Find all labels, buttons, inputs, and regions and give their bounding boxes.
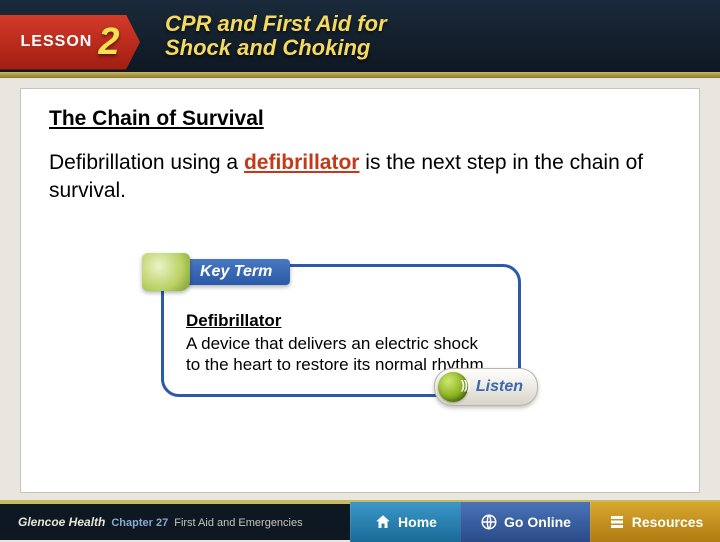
footer-bar: Glencoe Health Chapter 27 First Aid and … — [0, 500, 720, 540]
home-button[interactable]: Home — [350, 502, 460, 542]
lesson-title: CPR and First Aid for Shock and Choking — [165, 12, 387, 60]
header-separator — [0, 72, 720, 78]
lesson-label: LESSON — [21, 33, 93, 51]
go-online-label: Go Online — [504, 514, 571, 530]
audio-icon — [438, 372, 468, 402]
key-term-title: Defibrillator — [186, 311, 496, 331]
key-term-callout: Key Term Defibrillator A device that del… — [161, 264, 521, 397]
slide-heading: The Chain of Survival — [49, 107, 671, 131]
body-pre: Defibrillation using a — [49, 151, 244, 174]
home-label: Home — [398, 514, 437, 530]
key-term-badge: Key Term — [142, 253, 290, 291]
globe-icon — [480, 513, 498, 531]
lesson-number: 2 — [98, 21, 119, 64]
slide-body: Defibrillation using a defibrillator is … — [49, 149, 671, 206]
home-icon — [374, 513, 392, 531]
slide-content: The Chain of Survival Defibrillation usi… — [20, 88, 700, 493]
book-icon — [142, 253, 190, 291]
title-line-1: CPR and First Aid for — [165, 12, 387, 36]
body-keyword: defibrillator — [244, 151, 360, 174]
title-line-2: Shock and Choking — [165, 36, 387, 60]
lesson-header: LESSON 2 CPR and First Aid for Shock and… — [0, 0, 720, 72]
footer-chapter: Chapter 27 — [111, 517, 168, 529]
footer-brand: Glencoe Health — [18, 515, 105, 529]
lesson-tab: LESSON 2 — [0, 15, 140, 70]
key-term-box: Key Term Defibrillator A device that del… — [161, 264, 521, 397]
key-term-badge-label: Key Term — [186, 259, 290, 285]
resources-icon — [608, 513, 626, 531]
footer-chapter-title: First Aid and Emergencies — [174, 517, 302, 529]
listen-label: Listen — [476, 378, 523, 396]
go-online-button[interactable]: Go Online — [460, 502, 590, 542]
resources-button[interactable]: Resources — [590, 502, 720, 542]
listen-button[interactable]: Listen — [434, 368, 538, 406]
resources-label: Resources — [632, 514, 704, 530]
footer-credits: Glencoe Health Chapter 27 First Aid and … — [0, 515, 350, 529]
